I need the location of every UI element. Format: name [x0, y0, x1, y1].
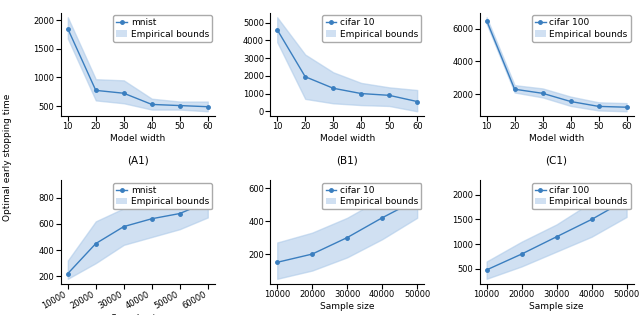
X-axis label: Sample size: Sample size	[529, 301, 584, 311]
Legend: cifar 10, Empirical bounds: cifar 10, Empirical bounds	[323, 183, 422, 209]
Text: Optimal early stopping time: Optimal early stopping time	[3, 94, 12, 221]
Legend: mnist, Empirical bounds: mnist, Empirical bounds	[113, 15, 212, 42]
X-axis label: Sample size: Sample size	[111, 313, 165, 315]
Legend: cifar 100, Empirical bounds: cifar 100, Empirical bounds	[532, 183, 631, 209]
X-axis label: Model width: Model width	[529, 134, 584, 143]
Text: (B1): (B1)	[337, 155, 358, 165]
X-axis label: Model width: Model width	[319, 134, 375, 143]
X-axis label: Model width: Model width	[110, 134, 165, 143]
Legend: cifar 100, Empirical bounds: cifar 100, Empirical bounds	[532, 15, 631, 42]
X-axis label: Sample size: Sample size	[320, 301, 374, 311]
Text: (A1): (A1)	[127, 155, 148, 165]
Legend: mnist, Empirical bounds: mnist, Empirical bounds	[113, 183, 212, 209]
Text: (C1): (C1)	[546, 155, 568, 165]
Legend: cifar 10, Empirical bounds: cifar 10, Empirical bounds	[323, 15, 422, 42]
